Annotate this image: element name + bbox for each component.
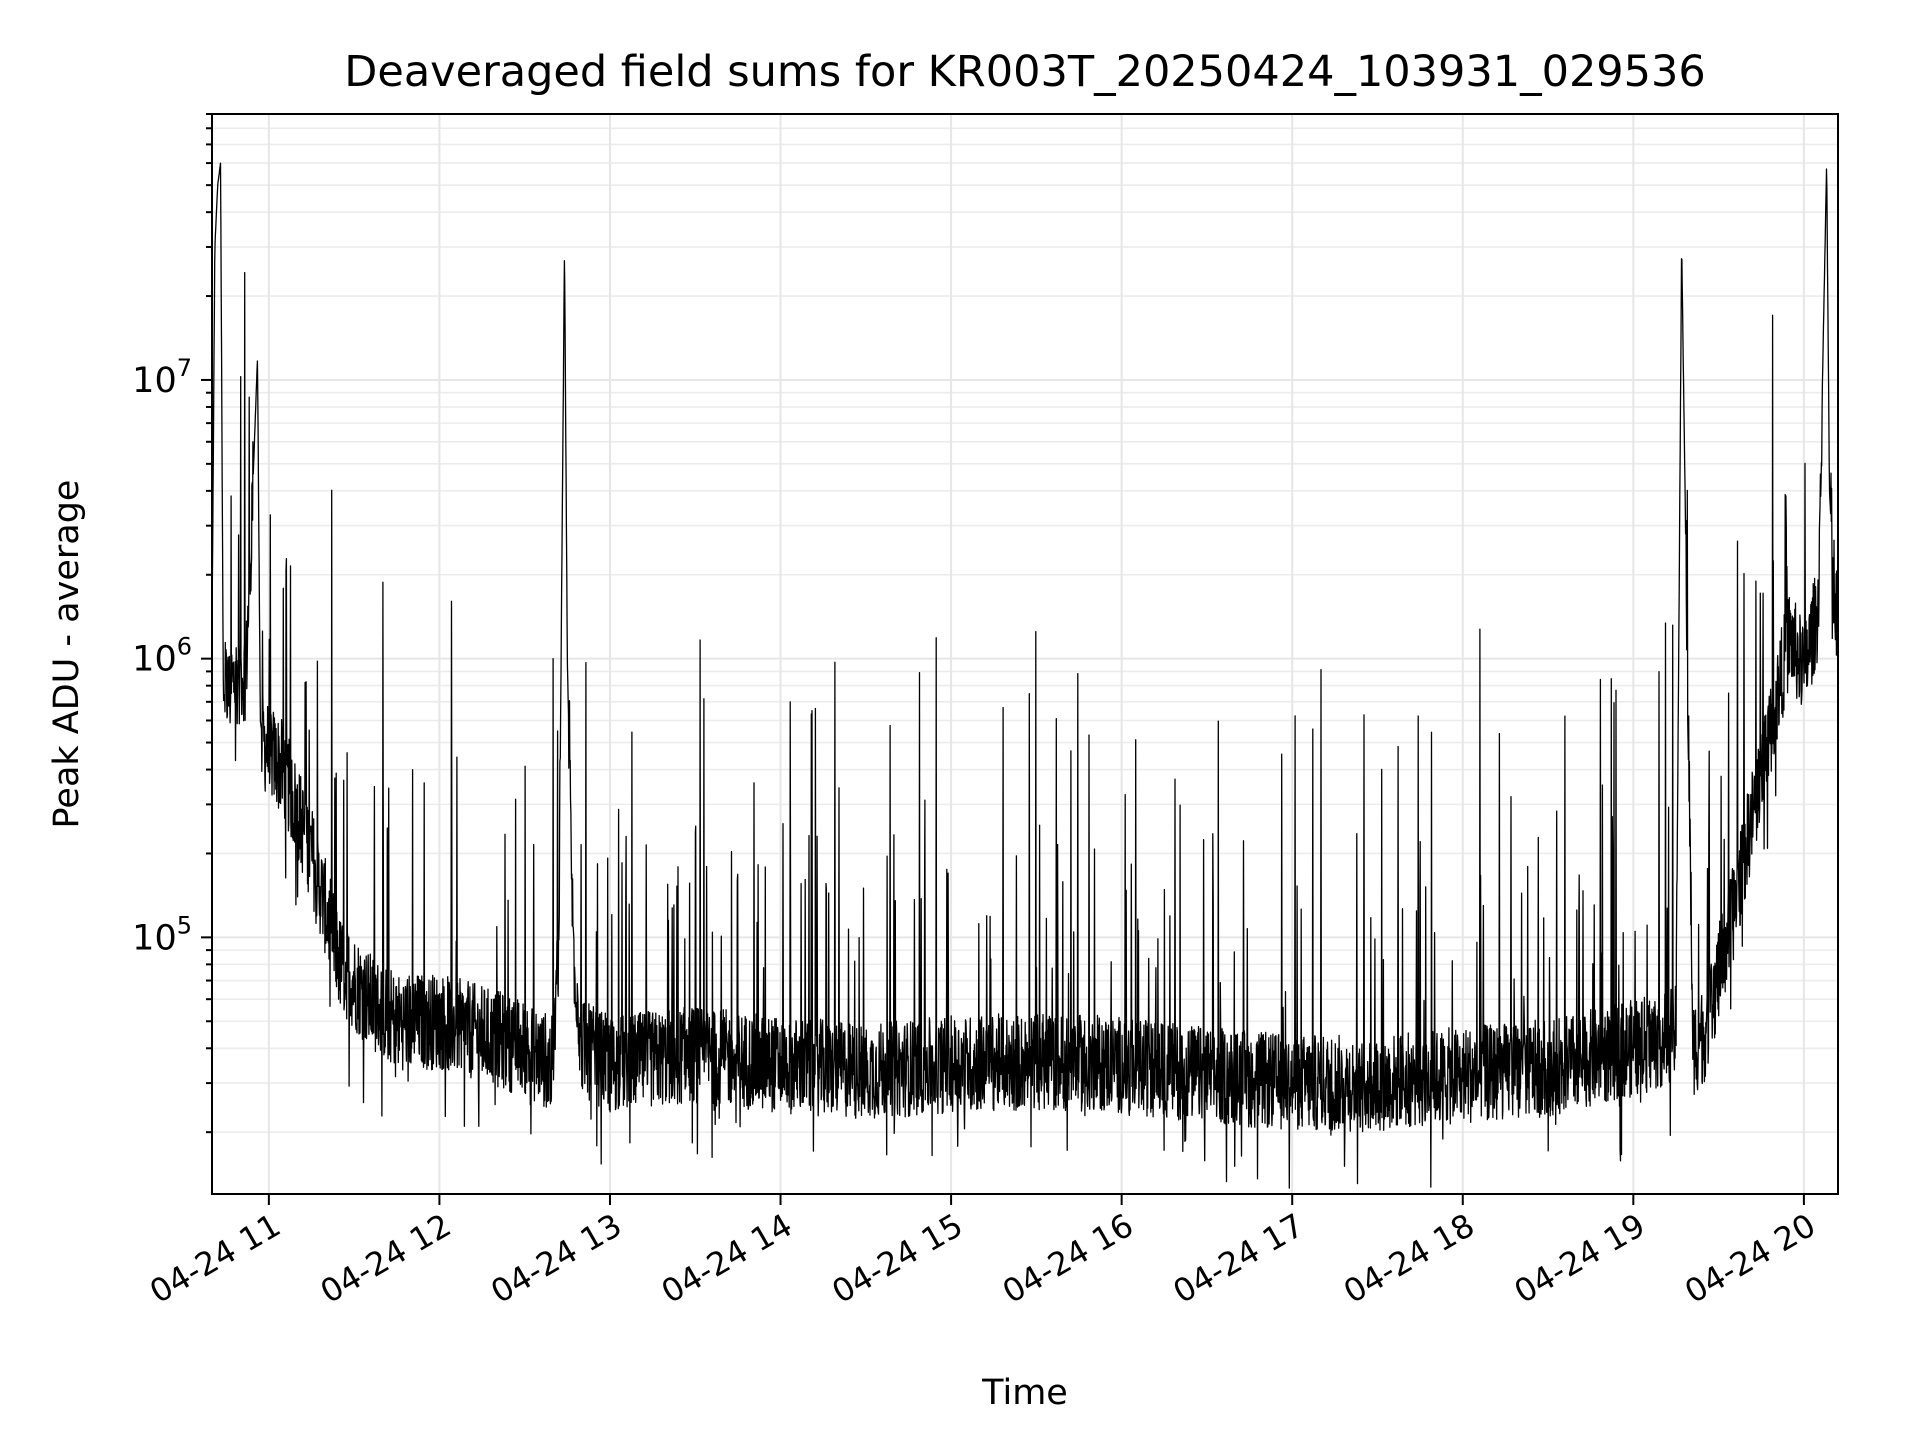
chart-title: Deaveraged field sums for KR003T_2025042… — [344, 47, 1706, 97]
y-axis-ticks: 105 106 107 — [132, 354, 212, 958]
y-tick-label: 106 — [132, 633, 192, 680]
y-tick-label: 105 — [132, 911, 192, 958]
y-tick-label: 107 — [132, 354, 192, 401]
major-gridlines — [212, 114, 1838, 1194]
plot-area — [212, 162, 1838, 1189]
series-line — [212, 162, 1838, 1189]
plot-frame — [211, 113, 1839, 1195]
x-axis-label: Time — [981, 1373, 1068, 1413]
y-axis-label: Peak ADU - average — [47, 480, 87, 829]
